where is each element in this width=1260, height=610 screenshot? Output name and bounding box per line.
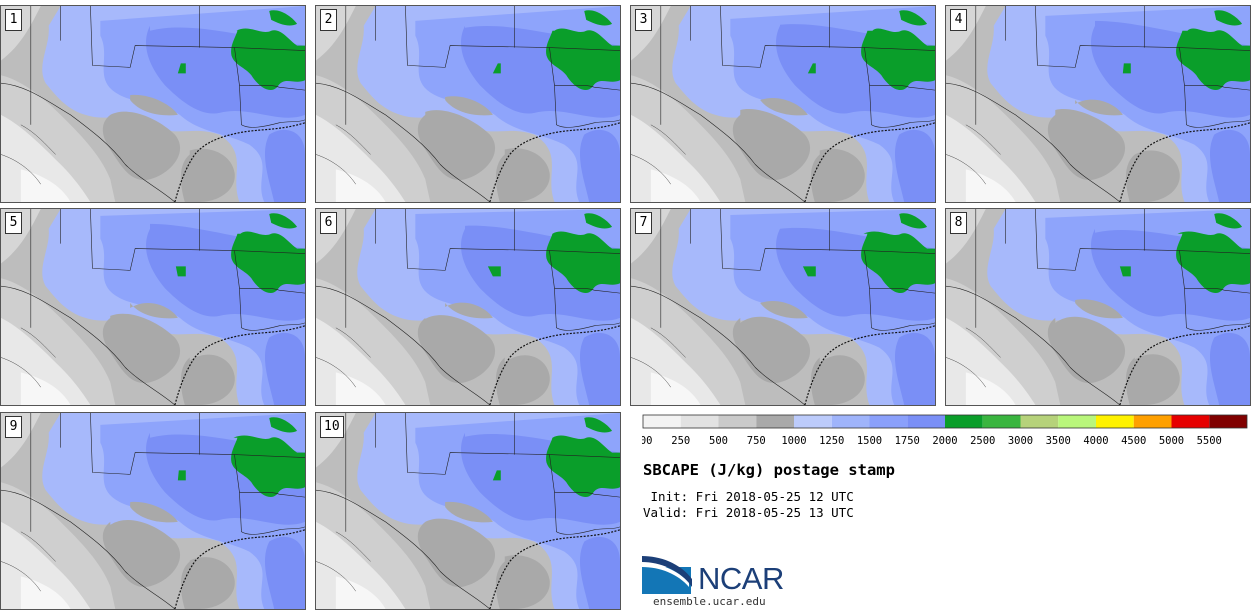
colorbar-tick-label: 250	[671, 435, 690, 447]
postage-stamp-panel: 6	[315, 208, 621, 406]
colorbar-tick-label: 750	[747, 435, 766, 447]
colorbar-swatch	[945, 415, 983, 428]
sbcape-map	[316, 6, 620, 202]
colorbar-frame	[642, 414, 1248, 429]
colorbar-tick-label: 3000	[1008, 435, 1033, 447]
valid-time: Valid: Fri 2018-05-25 13 UTC	[643, 505, 854, 520]
colorbar-tick-label: 4000	[1083, 435, 1108, 447]
sbcape-map	[1, 413, 305, 609]
colorbar-swatch	[982, 415, 1021, 428]
postage-stamp-panel: 7	[630, 208, 936, 406]
panel-member-number: 6	[320, 212, 337, 234]
colorbar-swatch	[1209, 415, 1247, 428]
postage-stamp-panel: 8	[945, 208, 1251, 406]
colorbar-tick-label: 5500	[1197, 435, 1222, 447]
ncar-logo-text: NCAR	[698, 561, 784, 596]
colorbar-tick-label: 1000	[781, 435, 806, 447]
postage-stamp-panel: 10	[315, 412, 621, 610]
panel-member-number: 7	[635, 212, 652, 234]
colorbar-tick-label: 3500	[1046, 435, 1071, 447]
colorbar-tick-label: 100	[642, 435, 652, 447]
colorbar-tick-label: 5000	[1159, 435, 1184, 447]
postage-stamp-panel: 4	[945, 5, 1251, 203]
sbcape-map	[631, 209, 935, 405]
sbcape-map	[946, 209, 1250, 405]
sbcape-map	[1, 6, 305, 202]
panel-member-number: 4	[950, 9, 967, 31]
panel-member-number: 8	[950, 212, 967, 234]
panel-member-number: 3	[635, 9, 652, 31]
colorbar-swatch	[869, 415, 908, 428]
panel-member-number: 5	[5, 212, 22, 234]
sbcape-colorbar: 100 250 500 750 1000 1250 1500 1750 2000 2500 3000…	[642, 414, 1248, 447]
colorbar-tick-label: 2500	[970, 435, 995, 447]
chart-title: SBCAPE (J/kg) postage stamp	[643, 461, 895, 479]
site-url: ensemble.ucar.edu	[653, 595, 766, 608]
sbcape-map	[631, 6, 935, 202]
postage-stamp-panel: 9	[0, 412, 306, 610]
panel-member-number: 1	[5, 9, 22, 31]
colorbar-swatch	[756, 415, 794, 428]
ncar-logo-icon	[642, 556, 692, 594]
colorbar-swatch	[718, 415, 757, 428]
colorbar-swatch	[1058, 415, 1096, 428]
postage-stamp-panel: 3	[630, 5, 936, 203]
colorbar-swatch	[643, 415, 681, 428]
postage-stamp-panel: 1	[0, 5, 306, 203]
colorbar-swatch	[1096, 415, 1134, 428]
colorbar-swatch	[831, 415, 870, 428]
panel-member-number: 2	[320, 9, 337, 31]
colorbar-tick-label: 1500	[857, 435, 882, 447]
colorbar-tick-label: 4500	[1121, 435, 1146, 447]
init-time: Init: Fri 2018-05-25 12 UTC	[643, 489, 854, 504]
sbcape-map	[1, 209, 305, 405]
sbcape-map	[946, 6, 1250, 202]
colorbar-swatch	[1171, 415, 1210, 428]
sbcape-map	[316, 413, 620, 609]
panel-member-number: 9	[5, 416, 22, 438]
colorbar-tick-label: 2000	[932, 435, 957, 447]
colorbar-tick-label: 1750	[895, 435, 920, 447]
colorbar-tick-label: 500	[709, 435, 728, 447]
colorbar-swatch	[1020, 415, 1059, 428]
colorbar-tick-label: 1250	[819, 435, 844, 447]
sbcape-map	[316, 209, 620, 405]
colorbar-swatch	[794, 415, 832, 428]
colorbar-swatch	[1133, 415, 1172, 428]
postage-stamp-panel: 2	[315, 5, 621, 203]
colorbar-swatch	[907, 415, 945, 428]
colorbar-swatch	[680, 415, 719, 428]
panel-member-number: 10	[320, 416, 344, 438]
postage-stamp-panel: 5	[0, 208, 306, 406]
